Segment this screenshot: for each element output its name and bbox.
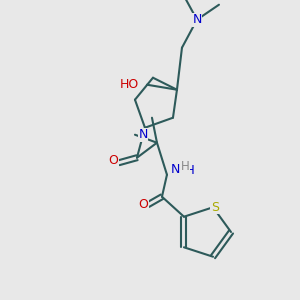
Text: N: N (138, 128, 148, 141)
Text: S: S (211, 201, 219, 214)
Text: N: N (192, 13, 202, 26)
Text: NH: NH (177, 164, 196, 177)
Text: N: N (170, 163, 180, 176)
Text: H: H (181, 160, 189, 173)
Text: O: O (138, 198, 148, 211)
Text: HO: HO (120, 78, 139, 91)
Text: O: O (108, 154, 118, 167)
